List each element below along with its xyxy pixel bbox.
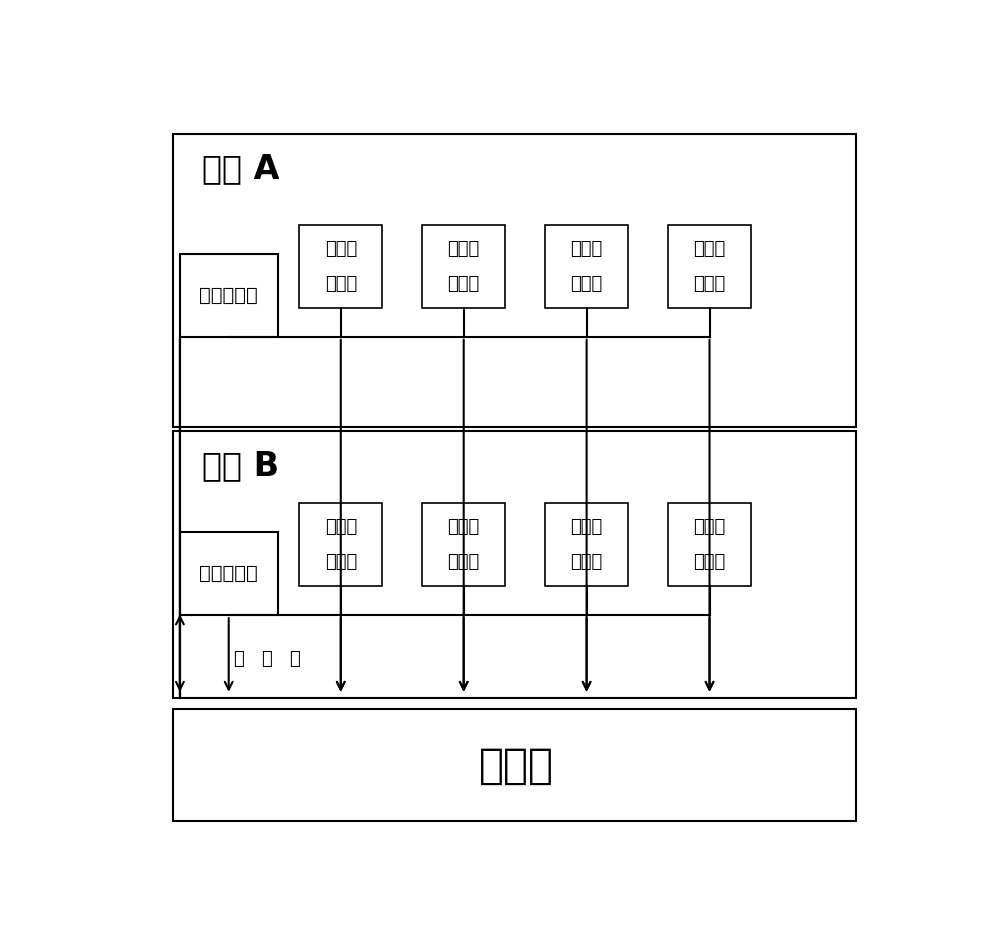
FancyBboxPatch shape xyxy=(180,532,278,615)
Text: 服务器: 服务器 xyxy=(479,745,554,787)
Text: 楼宇 B: 楼宇 B xyxy=(202,449,279,482)
FancyBboxPatch shape xyxy=(173,709,856,822)
FancyBboxPatch shape xyxy=(668,503,751,586)
Text: （四）: （四） xyxy=(693,553,726,571)
FancyBboxPatch shape xyxy=(180,254,278,337)
Text: （一）: （一） xyxy=(325,275,357,293)
FancyBboxPatch shape xyxy=(422,503,505,586)
Text: （一）: （一） xyxy=(325,553,357,571)
Text: 门口机: 门口机 xyxy=(325,518,357,536)
FancyBboxPatch shape xyxy=(299,503,382,586)
Text: 门口机: 门口机 xyxy=(570,240,603,258)
Text: 楼宇 A: 楼宇 A xyxy=(202,152,279,185)
Text: （二）: （二） xyxy=(448,553,480,571)
FancyBboxPatch shape xyxy=(173,134,856,427)
FancyBboxPatch shape xyxy=(173,431,856,699)
Text: 门口机: 门口机 xyxy=(448,518,480,536)
Text: 以   太   网: 以 太 网 xyxy=(234,650,301,668)
Text: 供暖控制器: 供暖控制器 xyxy=(199,285,258,305)
FancyBboxPatch shape xyxy=(545,503,628,586)
Text: 门口机: 门口机 xyxy=(448,240,480,258)
Text: 门口机: 门口机 xyxy=(693,240,726,258)
Text: （三）: （三） xyxy=(570,275,603,293)
FancyBboxPatch shape xyxy=(545,224,628,308)
FancyBboxPatch shape xyxy=(422,224,505,308)
Text: 供暖控制器: 供暖控制器 xyxy=(199,564,258,583)
Text: （二）: （二） xyxy=(448,275,480,293)
Text: （三）: （三） xyxy=(570,553,603,571)
Text: 门口机: 门口机 xyxy=(325,240,357,258)
Text: 门口机: 门口机 xyxy=(570,518,603,536)
FancyBboxPatch shape xyxy=(299,224,382,308)
Text: （四）: （四） xyxy=(693,275,726,293)
Text: 门口机: 门口机 xyxy=(693,518,726,536)
FancyBboxPatch shape xyxy=(668,224,751,308)
